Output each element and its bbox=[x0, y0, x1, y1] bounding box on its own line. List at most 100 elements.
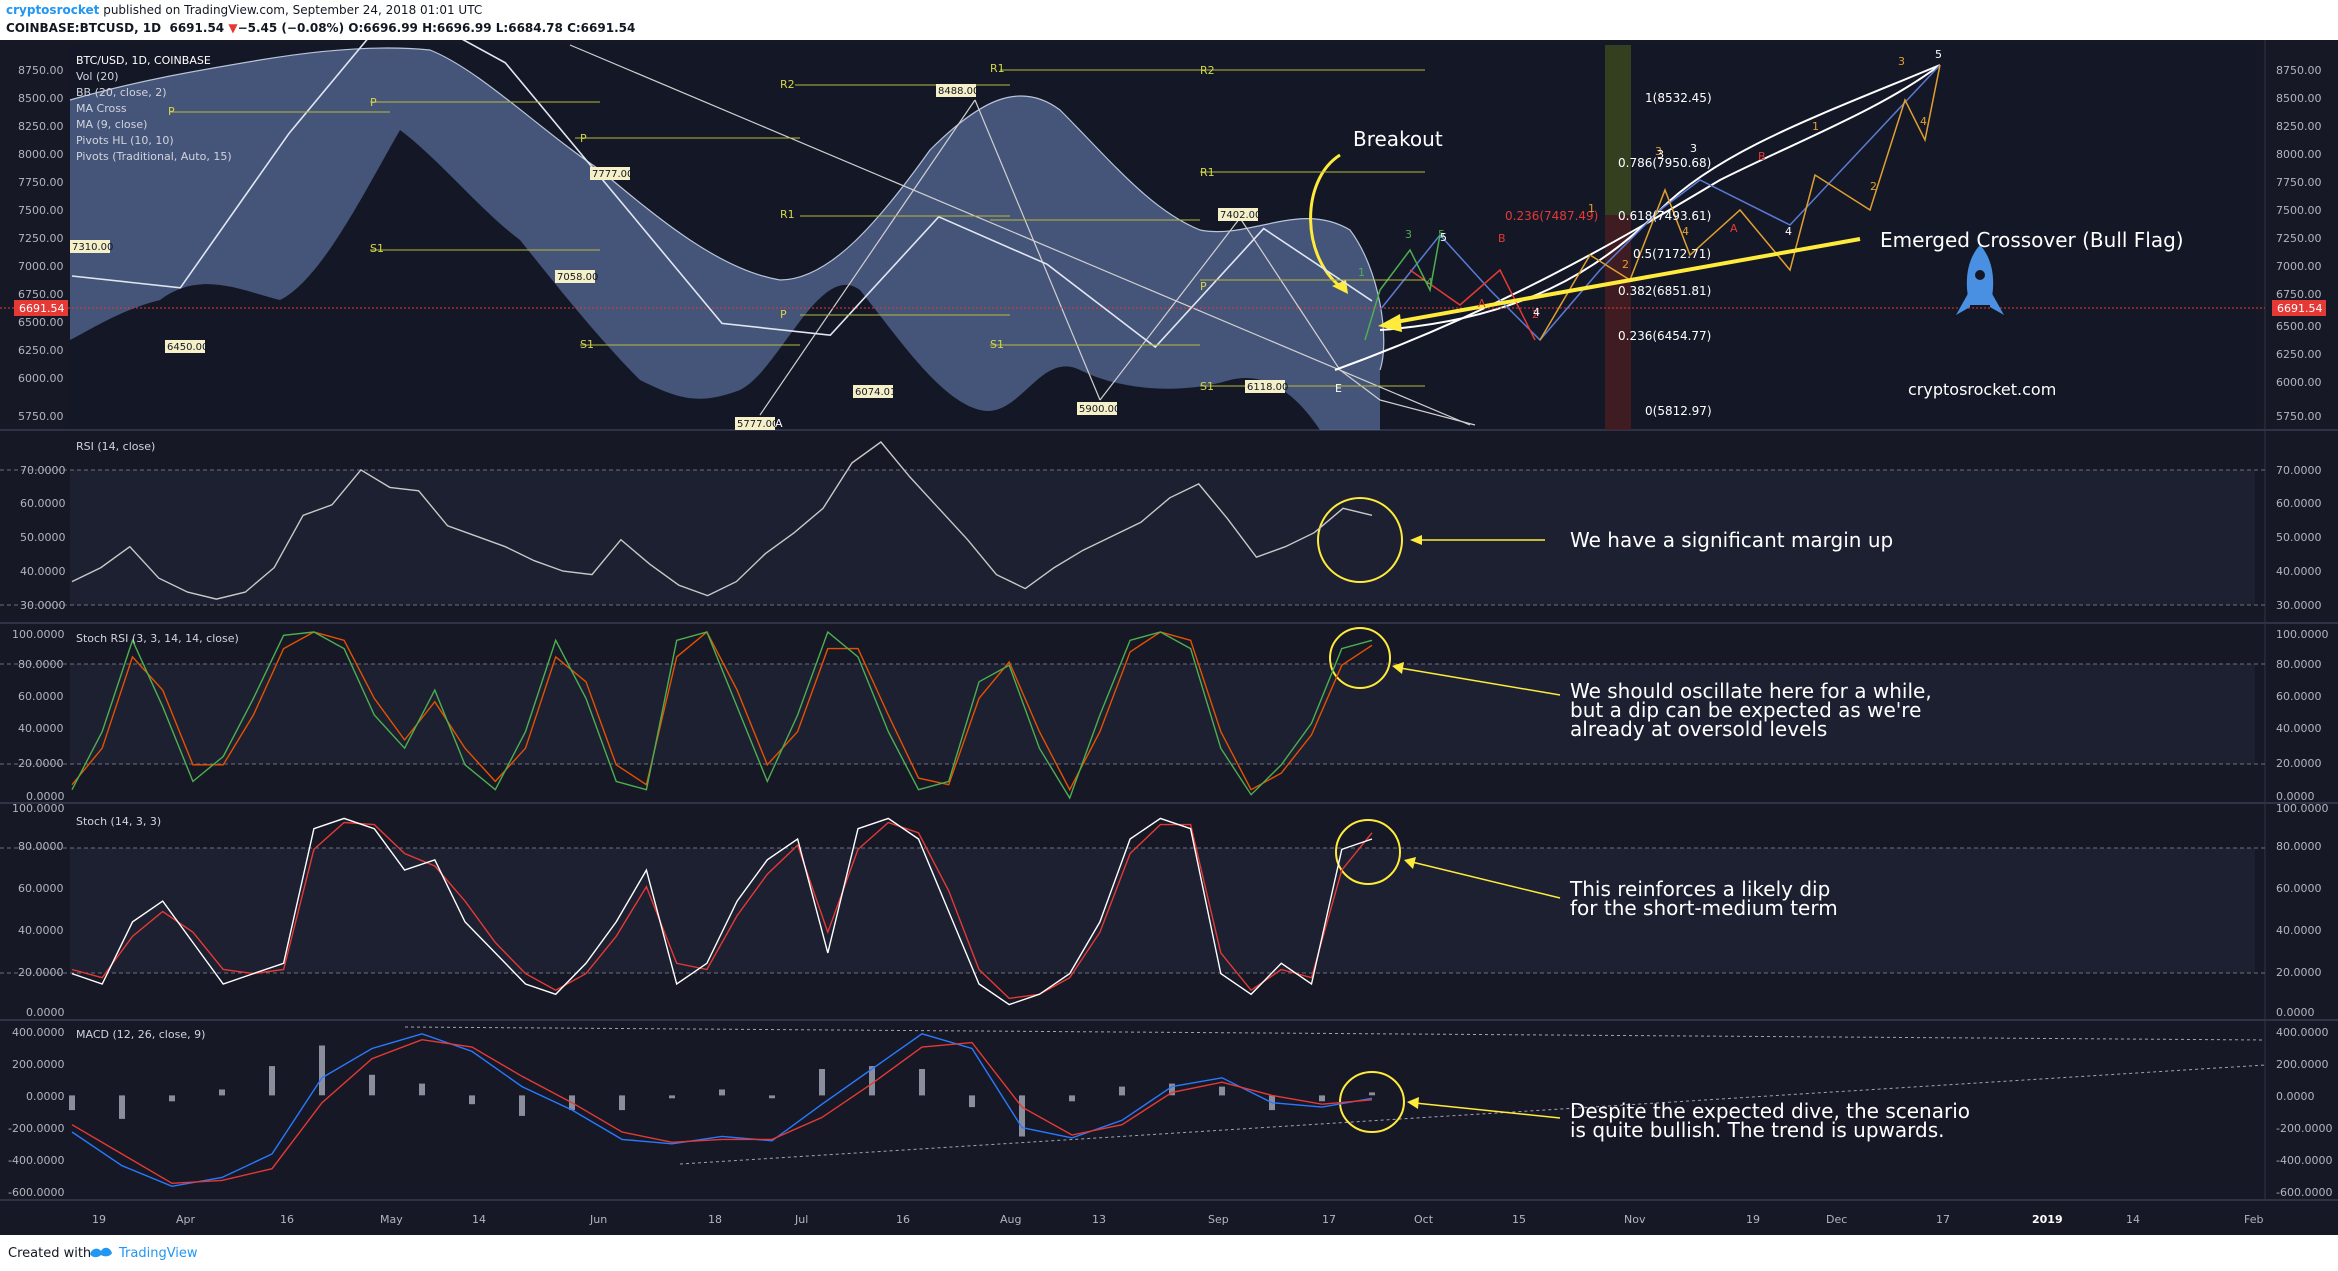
price-tick: 6250.00 bbox=[2276, 348, 2322, 361]
breakout-arrow bbox=[1309, 153, 1346, 292]
main-pane[interactable] bbox=[0, 44, 2265, 430]
chart-area[interactable]: 8750.00 8500.00 8250.00 8000.00 7750.00 … bbox=[0, 2, 2338, 1235]
time-tick: Oct bbox=[1414, 1213, 1434, 1226]
pivot-level-label: P bbox=[370, 96, 377, 109]
price-tick: 6250.00 bbox=[18, 344, 64, 357]
rsi-line bbox=[71, 441, 1373, 600]
stoch-pane[interactable] bbox=[0, 819, 2265, 974]
macd-pane[interactable] bbox=[404, 1026, 2266, 1165]
wave-lines bbox=[569, 44, 1476, 426]
pivot-level-label: R1 bbox=[990, 62, 1005, 75]
series-layer bbox=[69, 2, 1375, 1188]
author-link[interactable]: cryptosrocket bbox=[6, 3, 100, 17]
rsi-tick: 40.0000 bbox=[20, 565, 66, 578]
stoch-rsi-note-line: already at oversold levels bbox=[1570, 717, 1827, 741]
time-tick: 13 bbox=[1092, 1213, 1106, 1226]
pivot-level-label: P bbox=[168, 105, 175, 118]
time-tick: 16 bbox=[896, 1213, 910, 1226]
rsi-pane[interactable] bbox=[0, 469, 2265, 606]
wave-label-e: E bbox=[1335, 382, 1342, 395]
macd-histogram-bar bbox=[1019, 1095, 1025, 1137]
fib-level: 0.5(7172.71) bbox=[1633, 247, 1711, 261]
stoch-k-line bbox=[71, 817, 1373, 1006]
macd-tick: -600.0000 bbox=[8, 1186, 64, 1199]
price-tick: 6750.00 bbox=[2276, 288, 2322, 301]
tradingview-link[interactable]: TradingView bbox=[119, 1246, 198, 1261]
stoch-title: Stoch (14, 3, 3) bbox=[76, 815, 161, 828]
price-badge-right-text: 6691.54 bbox=[2277, 302, 2323, 315]
tradingview-logo-icon[interactable] bbox=[88, 1244, 114, 1264]
fib-level: 0.382(6851.81) bbox=[1618, 284, 1711, 298]
time-tick: 17 bbox=[1936, 1213, 1950, 1226]
pivot-level-label: P bbox=[580, 132, 587, 145]
projection-label: 3 bbox=[1655, 145, 1662, 158]
time-tick: Sep bbox=[1208, 1213, 1229, 1226]
stoch-rsi-tick: 60.0000 bbox=[2276, 690, 2322, 703]
pivot-level-label: S1 bbox=[990, 338, 1004, 351]
rsi-note: We have a significant margin up bbox=[1570, 528, 1893, 552]
pivot-value: 8488.00 bbox=[938, 86, 979, 97]
breakout-annotation: Breakout bbox=[1353, 127, 1443, 151]
fib-level: 0.786(7950.68) bbox=[1618, 156, 1711, 170]
stoch-tick: 80.0000 bbox=[2276, 840, 2322, 853]
macd-tick: -200.0000 bbox=[8, 1122, 64, 1135]
pivot-value-labels: 7310.00 6450.00 7777.00 7058.00 5777.00 … bbox=[70, 84, 1288, 430]
macd-histogram-bar bbox=[1219, 1086, 1225, 1096]
time-axis: 19 Apr 16 May 14 Jun 18 Jul 16 Aug 13 Se… bbox=[92, 1213, 2263, 1226]
legend-item: BB (20, close, 2) bbox=[76, 86, 167, 99]
pivot-level-label: P bbox=[1200, 280, 1207, 293]
projection-label: 1 bbox=[1358, 266, 1365, 279]
stoch-rsi-tick: 40.0000 bbox=[2276, 722, 2322, 735]
stoch-rsi-highlight-circle bbox=[1329, 627, 1391, 689]
indicator-legend: BTC/USD, 1D, COINBASE Vol (20) BB (20, c… bbox=[76, 54, 232, 163]
stoch-highlight-circle bbox=[1335, 819, 1401, 885]
macd-histogram-bar bbox=[869, 1066, 875, 1096]
projection-label: 1 bbox=[1588, 202, 1595, 215]
time-tick: 15 bbox=[1512, 1213, 1526, 1226]
stoch-rsi-tick: 0.0000 bbox=[2276, 790, 2315, 803]
wave-label-a: A bbox=[775, 417, 783, 430]
macd-note-arrow bbox=[1414, 1102, 1561, 1119]
macd-tick: 400.0000 bbox=[12, 1026, 65, 1039]
macd-histogram-bar bbox=[819, 1069, 825, 1096]
pivot-level-label: S1 bbox=[1200, 380, 1214, 393]
time-tick: 14 bbox=[472, 1213, 486, 1226]
stoch-rsi-tick: 20.0000 bbox=[18, 757, 64, 770]
rocket-icon bbox=[1956, 245, 2004, 315]
price-tick: 8250.00 bbox=[2276, 120, 2322, 133]
price-tick: 7000.00 bbox=[18, 260, 64, 273]
time-tick: May bbox=[380, 1213, 403, 1226]
projection-label: 4 bbox=[1785, 225, 1792, 238]
chart-svg[interactable]: 8750.00 8500.00 8250.00 8000.00 7750.00 … bbox=[0, 2, 2338, 1235]
price-change: −5.45 (−0.08%) bbox=[237, 21, 345, 35]
projection-label: 4 bbox=[1426, 276, 1433, 289]
breakout-arrowhead bbox=[1332, 280, 1348, 294]
low-value: L:6684.78 bbox=[495, 21, 563, 35]
stoch-tick: 100.0000 bbox=[12, 802, 65, 815]
elliott-projection-red bbox=[1409, 268, 1536, 341]
price-badge-left bbox=[14, 300, 68, 316]
fib-level: 0.236(6454.77) bbox=[1618, 329, 1711, 343]
macd-tick: -600.0000 bbox=[2276, 1186, 2332, 1199]
stoch-rsi-pane[interactable] bbox=[0, 627, 2265, 765]
projection-label: 5 bbox=[1440, 231, 1447, 244]
macd-histogram-bar bbox=[469, 1095, 475, 1105]
projection-label: 4 bbox=[1920, 115, 1927, 128]
publish-text: published on TradingView.com, September … bbox=[103, 3, 483, 17]
stoch-note-line: This reinforces a likely dip bbox=[1569, 877, 1830, 901]
price-tick: 8500.00 bbox=[2276, 92, 2322, 105]
stoch-rsi-tick: 80.0000 bbox=[18, 658, 64, 671]
projection-label: 4 bbox=[1682, 225, 1689, 238]
macd-histogram-bar bbox=[419, 1083, 425, 1096]
pivot-value: 6074.01 bbox=[855, 387, 896, 398]
time-tick: Feb bbox=[2244, 1213, 2263, 1226]
price-tick: 8500.00 bbox=[18, 92, 64, 105]
macd-axis: 400.0000 200.0000 0.0000 -200.0000 -400.… bbox=[8, 1026, 2332, 1199]
pivot-value: 7310.00 bbox=[72, 242, 113, 253]
macd-tick: 0.0000 bbox=[26, 1090, 65, 1103]
macd-histogram-bar bbox=[669, 1095, 675, 1099]
macd-note-line: Despite the expected dive, the scenario bbox=[1570, 1099, 1970, 1123]
stoch-rsi-d-line bbox=[71, 630, 1373, 792]
macd-histogram-bar bbox=[719, 1089, 725, 1096]
macd-tick: -400.0000 bbox=[2276, 1154, 2332, 1167]
